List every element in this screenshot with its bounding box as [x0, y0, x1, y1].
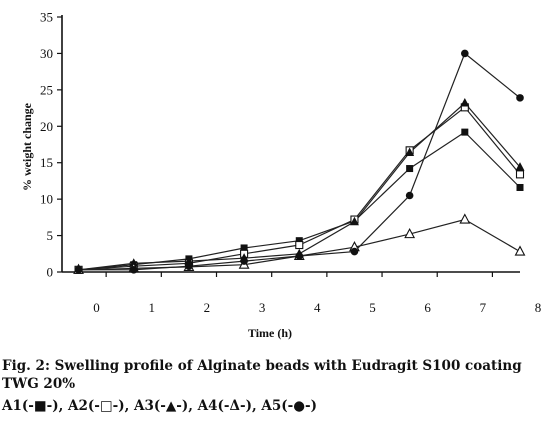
data-point-a1: [516, 183, 524, 191]
data-point-a5: [129, 266, 138, 274]
y-tick-label: 35: [40, 10, 53, 25]
data-point-a3: [515, 162, 525, 171]
data-point-a3: [184, 256, 194, 265]
chart-axes: [61, 15, 520, 273]
data-point-a5: [295, 252, 304, 260]
y-tick-label: 20: [40, 119, 53, 134]
y-tick-label: 5: [47, 228, 54, 243]
data-point-a1: [406, 165, 414, 173]
data-point-a5: [461, 49, 469, 58]
data-point-a3: [405, 147, 415, 157]
data-point-a1: [295, 237, 303, 245]
x-tick-label: 8: [535, 300, 542, 315]
data-point-a4: [514, 245, 526, 256]
y-tick-label: 25: [40, 82, 53, 97]
data-point-a4: [459, 213, 471, 224]
chart-series-markers: [73, 49, 526, 274]
x-axis-label: Time (h): [248, 326, 292, 340]
data-point-a4: [404, 227, 416, 239]
data-point-a5: [405, 191, 414, 200]
data-point-a5: [350, 247, 359, 256]
data-point-a2: [515, 170, 525, 179]
data-point-a5: [185, 262, 193, 270]
figure-caption-title: Fig. 2: Swelling profile of Alginate bea…: [2, 358, 522, 374]
chart-ticks: 0 5 10 15 20 25 30 35 0 1 2 3 4 5 6 7 8: [40, 10, 541, 316]
x-tick-label: 3: [259, 300, 266, 315]
data-point-a2: [295, 240, 304, 250]
data-point-a5: [516, 94, 524, 102]
x-tick-label: 5: [369, 300, 376, 315]
x-tick-label: 1: [148, 300, 155, 315]
data-point-a1: [461, 128, 469, 136]
data-point-a3: [349, 216, 359, 226]
y-axis-label: % weight change: [20, 102, 34, 191]
figure-caption-legend: A1(-■-), A2(-□-), A3(-▲-), A4(-Δ-), A5(-…: [2, 398, 317, 414]
data-point-a5: [240, 257, 248, 265]
y-tick-label: 30: [40, 46, 53, 61]
x-tick-label: 4: [314, 300, 321, 315]
data-point-a1: [240, 244, 248, 252]
data-point-a5: [74, 266, 83, 274]
x-tick-label: 2: [204, 300, 211, 315]
y-tick-label: 0: [47, 265, 54, 280]
x-tick-label: 0: [93, 300, 100, 315]
figure-caption-subtitle: TWG 20%: [2, 376, 76, 392]
x-tick-label: 6: [424, 300, 431, 315]
y-tick-label: 15: [40, 155, 53, 170]
x-tick-label: 7: [480, 300, 487, 315]
data-point-a3: [460, 97, 470, 107]
y-tick-label: 10: [40, 192, 53, 207]
